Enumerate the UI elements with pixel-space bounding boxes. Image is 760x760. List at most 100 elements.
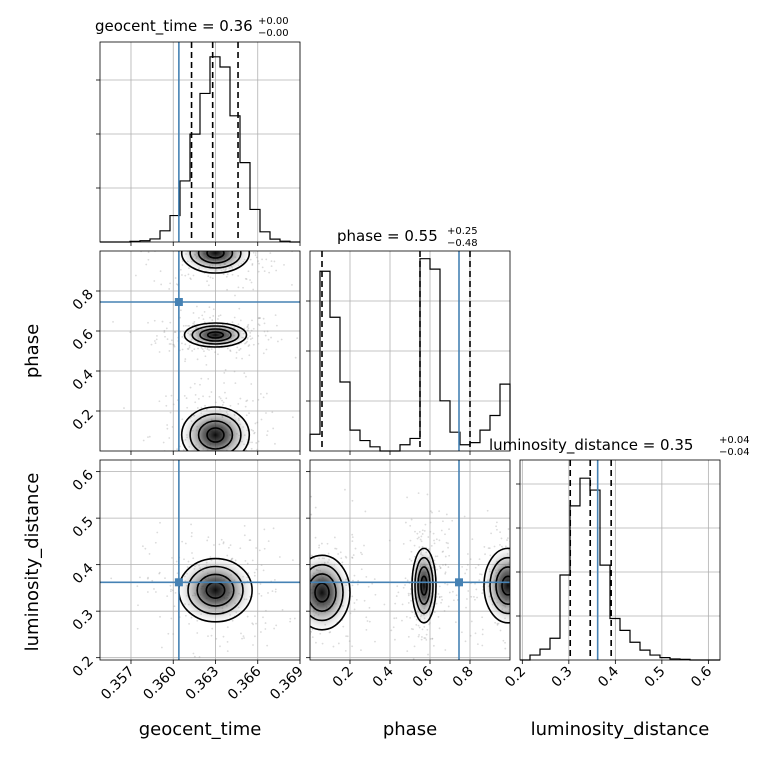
truth-marker: [455, 578, 463, 587]
scatter-dot: [533, 610, 535, 612]
scatter-dot: [264, 622, 267, 624]
scatter-dot: [351, 645, 354, 648]
scatter-dot: [181, 348, 184, 351]
scatter-dot: [410, 627, 413, 630]
scatter-dot: [259, 317, 261, 320]
scatter-dot: [253, 571, 256, 574]
scatter-dot: [211, 627, 214, 630]
scatter-dot: [281, 608, 284, 611]
scatter-dot: [182, 448, 185, 451]
scatter-dot: [523, 562, 525, 564]
scatter-dot: [438, 510, 441, 513]
panel-luminosity-distance-histogram: 0.2 0.3 0.4 0.5 0.6: [502, 459, 721, 691]
scatter-dot: [216, 465, 218, 467]
scatter-dot: [226, 626, 229, 629]
scatter-dot: [511, 572, 513, 574]
scatter-dot: [236, 346, 239, 349]
scatter-dot: [283, 263, 285, 266]
scatter-dot: [248, 344, 251, 346]
scatter-dot: [306, 591, 308, 593]
scatter-dot: [174, 331, 177, 334]
scatter-dot: [328, 631, 331, 634]
scatter-dot: [506, 537, 509, 540]
scatter-dot: [264, 455, 266, 457]
scatter-dot: [169, 343, 172, 345]
scatter-dot: [194, 401, 197, 404]
scatter-dot: [243, 524, 246, 527]
scatter-dot: [366, 620, 369, 622]
scatter-dot: [444, 571, 447, 574]
scatter-dot: [265, 412, 267, 414]
scatter-dot: [301, 594, 303, 596]
scatter-dot: [196, 305, 198, 308]
scatter-dot: [274, 590, 277, 593]
scatter-dot: [257, 440, 260, 443]
scatter-dot: [231, 321, 234, 324]
scatter-dot: [293, 552, 295, 554]
scatter-dot: [296, 597, 298, 599]
scatter-dot: [187, 560, 190, 563]
scatter-dot: [541, 633, 543, 635]
scatter-dot: [181, 264, 184, 266]
scatter-dot: [172, 403, 175, 406]
scatter-dot: [166, 424, 169, 426]
scatter-dot: [295, 625, 297, 627]
scatter-dot: [463, 515, 466, 518]
panel-phase-vs-geocent-time: 0.2 0.4 0.6 0.8: [70, 208, 301, 501]
scatter-dot: [254, 635, 256, 638]
scatter-dot: [439, 567, 442, 569]
scatter-dot: [287, 695, 289, 697]
scatter-dot: [228, 223, 230, 225]
scatter-dot: [507, 528, 510, 530]
scatter-dot: [184, 229, 186, 231]
scatter-dot: [234, 382, 237, 385]
scatter-dot: [209, 276, 212, 279]
scatter-dot: [253, 432, 255, 435]
scatter-dot: [504, 641, 506, 644]
scatter-dot: [183, 558, 185, 561]
scatter-dot: [438, 627, 441, 630]
scatter-dot: [410, 518, 413, 521]
scatter-dot: [214, 401, 217, 404]
scatter-dot: [298, 641, 300, 643]
scatter-dot: [217, 499, 219, 501]
scatter-dot: [235, 351, 238, 354]
scatter-dot: [172, 343, 175, 346]
scatter-dot: [235, 208, 237, 210]
scatter-dot: [390, 629, 393, 632]
scatter-dot: [266, 233, 268, 235]
scatter-dot: [215, 637, 218, 640]
scatter-dot: [224, 369, 227, 371]
scatter-dot: [242, 243, 244, 245]
scatter-dot: [216, 245, 218, 247]
scatter-dot: [514, 599, 516, 601]
scatter-dot: [192, 652, 195, 655]
scatter-dot: [190, 278, 192, 281]
scatter-dot: [286, 613, 288, 615]
scatter-dot: [137, 604, 139, 607]
scatter-dot: [513, 643, 515, 645]
scatter-dot: [198, 227, 200, 229]
scatter-dot: [438, 595, 441, 598]
scatter-dot: [414, 530, 416, 533]
scatter-dot: [266, 430, 269, 433]
scatter-dot: [481, 644, 484, 647]
scatter-dot: [194, 393, 197, 396]
scatter-dot: [175, 223, 177, 225]
scatter-dot: [412, 628, 414, 631]
scatter-dot: [173, 605, 176, 608]
scatter-dot: [420, 636, 423, 638]
scatter-dot: [466, 563, 469, 566]
scatter-dot: [208, 306, 211, 309]
scatter-dot: [512, 554, 514, 556]
scatter-dot: [440, 529, 443, 532]
scatter-dot: [326, 671, 328, 673]
scatter-dot: [286, 614, 288, 616]
contour-level: [197, 420, 234, 450]
scatter-dot: [441, 598, 443, 601]
scatter-dot: [423, 637, 426, 639]
title-geocent-time-plus: +0.00: [258, 16, 289, 27]
scatter-dot: [239, 347, 242, 350]
scatter-dot: [427, 653, 429, 656]
scatter-dot: [270, 260, 273, 263]
